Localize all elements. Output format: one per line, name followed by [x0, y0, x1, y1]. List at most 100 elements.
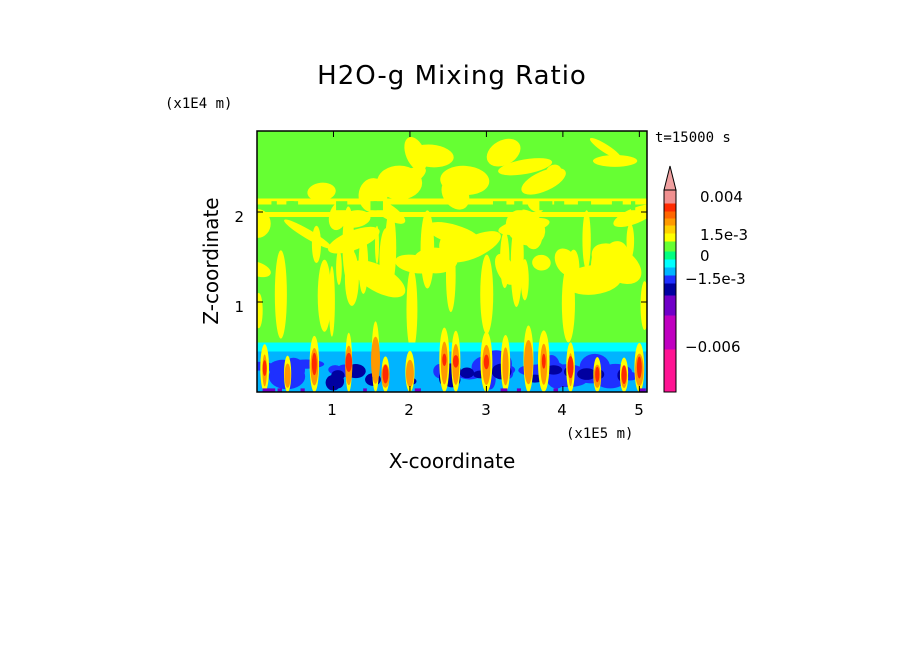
field-plume [621, 365, 627, 385]
field-plume [382, 364, 389, 384]
colorbar-frame [663, 189, 677, 393]
field-streak [320, 287, 331, 319]
field-gap [630, 201, 636, 211]
field-speck [262, 388, 270, 392]
colorbar-label: −0.006 [685, 338, 741, 356]
field-streak [311, 225, 321, 264]
field-streak [626, 232, 633, 277]
field-gap [271, 201, 277, 211]
x-tick-label: 1 [327, 401, 337, 419]
field-gap [370, 201, 377, 211]
field-patch [577, 368, 597, 380]
field-band [257, 198, 647, 205]
colorbar-segment [664, 225, 676, 234]
plot-frame [256, 130, 648, 393]
field-speck [363, 388, 367, 392]
field-plume [452, 355, 459, 368]
colorbar [664, 190, 676, 393]
field-plume [311, 352, 317, 376]
field-plume [502, 347, 509, 386]
field-speck [500, 388, 508, 392]
field-patch [408, 144, 454, 168]
field-gap [554, 201, 565, 211]
field-streak [257, 292, 263, 329]
field-streak [406, 267, 418, 352]
field-streak [640, 281, 647, 331]
field-speck [300, 388, 305, 392]
colorbar-segment [664, 203, 676, 212]
contour-field [257, 131, 647, 392]
colorbar-label: 1.5e-3 [700, 226, 748, 244]
colorbar-segment [664, 349, 676, 393]
field-speck [516, 388, 522, 392]
field-plume [345, 352, 353, 372]
colorbar-segment [664, 211, 676, 219]
colorbar-segment [664, 259, 676, 268]
field-plume [442, 353, 447, 366]
field-patch [459, 367, 475, 379]
field-streak [510, 223, 523, 307]
y-axis-label: Z-coordinate [199, 197, 223, 324]
field-streak [274, 250, 287, 339]
field-plume [541, 353, 546, 369]
colorbar-segment [664, 275, 676, 284]
colorbar-segment [664, 233, 676, 242]
field-gap [577, 201, 592, 211]
field-patch [332, 374, 345, 389]
field-patch [439, 229, 471, 260]
field-patch [486, 138, 521, 167]
field-patch [532, 254, 551, 271]
field-plume [483, 354, 490, 370]
colorbar-segment [664, 315, 676, 350]
x-tick-label: 5 [634, 401, 644, 419]
colorbar-segment [664, 267, 676, 276]
field-patch [521, 167, 566, 195]
field-gap [290, 201, 295, 211]
x-tick-label: 3 [481, 401, 491, 419]
field-streak [567, 249, 580, 288]
field-gap [492, 201, 507, 211]
x-tick-label: 4 [557, 401, 567, 419]
field-streak [342, 206, 355, 283]
field-plume [284, 363, 291, 388]
x-scale-label: (x1E5 m) [566, 426, 633, 442]
colorbar-segment [664, 218, 676, 226]
field-streak [520, 259, 529, 301]
y-tick-label: 2 [234, 208, 244, 226]
y-tick-label: 1 [234, 298, 244, 316]
field-streak [420, 210, 435, 289]
y-axis: 1 2 [234, 208, 244, 316]
field-speck [639, 388, 646, 392]
field-speck [553, 388, 559, 392]
field-plume [405, 359, 414, 388]
field-streak [480, 254, 494, 334]
x-axis-label: X-coordinate [389, 449, 516, 473]
field-plume [524, 339, 533, 385]
field-gap [539, 201, 553, 211]
field-speck [268, 388, 276, 392]
field-plume [636, 356, 642, 379]
field-patch [498, 158, 553, 176]
time-label: t=15000 s [655, 130, 731, 146]
field-plume [262, 360, 267, 376]
field-patch [376, 165, 423, 200]
colorbar-segment [664, 190, 676, 204]
x-tick-label: 2 [404, 401, 414, 419]
colorbar-label: 0 [700, 247, 710, 265]
colorbar-extension-arrow [663, 165, 677, 191]
field-streak [500, 231, 510, 289]
field-plume [595, 366, 600, 383]
x-axis: 1 2 3 4 5 [327, 401, 644, 419]
colorbar-segment [664, 251, 676, 260]
field-band [257, 212, 647, 217]
colorbar-label: 0.004 [700, 188, 743, 206]
field-patch [307, 182, 336, 202]
colorbar-segment [664, 295, 676, 316]
field-patch [589, 137, 622, 160]
field-plume [371, 336, 381, 384]
field-gap [336, 201, 348, 211]
field-gap [514, 201, 523, 211]
field-streak [445, 238, 456, 313]
colorbar-label: −1.5e-3 [685, 270, 746, 288]
